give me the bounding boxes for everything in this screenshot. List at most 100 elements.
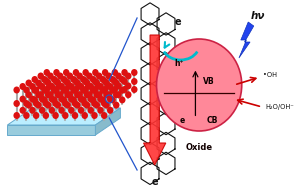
Circle shape [76, 73, 83, 80]
Circle shape [88, 96, 94, 103]
Polygon shape [7, 108, 120, 125]
Circle shape [35, 80, 42, 87]
Circle shape [101, 100, 107, 107]
Circle shape [61, 87, 67, 94]
Circle shape [49, 83, 55, 90]
Circle shape [115, 91, 122, 98]
Circle shape [37, 91, 44, 98]
Circle shape [131, 86, 137, 93]
Circle shape [102, 69, 108, 76]
Circle shape [33, 87, 39, 94]
Circle shape [67, 91, 73, 98]
Circle shape [125, 82, 132, 89]
Circle shape [100, 87, 106, 94]
Circle shape [102, 86, 108, 93]
Circle shape [115, 73, 122, 80]
Circle shape [44, 78, 50, 85]
Circle shape [14, 87, 20, 94]
Circle shape [103, 91, 110, 98]
Circle shape [78, 96, 84, 103]
Circle shape [80, 87, 87, 94]
Circle shape [41, 76, 48, 83]
Circle shape [92, 69, 99, 76]
Polygon shape [144, 35, 166, 165]
Text: e: e [180, 116, 185, 125]
Circle shape [107, 96, 114, 103]
Circle shape [61, 76, 67, 83]
Circle shape [121, 69, 128, 76]
Circle shape [64, 102, 71, 109]
Text: CB: CB [206, 116, 218, 125]
Circle shape [32, 96, 38, 103]
Circle shape [92, 78, 99, 85]
Circle shape [29, 107, 36, 114]
Circle shape [23, 87, 30, 94]
Circle shape [55, 80, 61, 87]
Circle shape [97, 83, 104, 90]
Text: e: e [175, 17, 181, 27]
Circle shape [73, 78, 79, 85]
Circle shape [33, 100, 39, 107]
Circle shape [101, 112, 107, 119]
Circle shape [14, 112, 20, 119]
Circle shape [86, 91, 93, 98]
Circle shape [51, 76, 58, 83]
Circle shape [96, 91, 102, 98]
Circle shape [103, 102, 110, 109]
Circle shape [113, 80, 119, 87]
Circle shape [41, 87, 48, 94]
Circle shape [86, 73, 93, 80]
Circle shape [78, 107, 84, 114]
Circle shape [119, 87, 125, 94]
Circle shape [68, 107, 75, 114]
Circle shape [97, 96, 104, 103]
Circle shape [58, 107, 65, 114]
Circle shape [35, 91, 42, 98]
Circle shape [63, 69, 69, 76]
Circle shape [78, 83, 84, 90]
Circle shape [35, 102, 42, 109]
Circle shape [84, 91, 90, 98]
Circle shape [72, 112, 78, 119]
Circle shape [25, 91, 32, 98]
Circle shape [100, 76, 106, 83]
Circle shape [92, 86, 99, 93]
Circle shape [51, 96, 58, 103]
Circle shape [125, 91, 132, 98]
Circle shape [94, 91, 100, 98]
Circle shape [23, 100, 30, 107]
Circle shape [49, 107, 55, 114]
Circle shape [80, 76, 87, 83]
Circle shape [112, 86, 118, 93]
Circle shape [57, 91, 63, 98]
Circle shape [29, 83, 36, 90]
Circle shape [88, 107, 94, 114]
Circle shape [106, 73, 112, 80]
Circle shape [64, 80, 71, 87]
Circle shape [58, 96, 65, 103]
Circle shape [102, 78, 108, 85]
Text: e: e [151, 177, 158, 187]
Circle shape [58, 83, 65, 90]
Circle shape [39, 96, 45, 103]
Circle shape [57, 73, 63, 80]
Circle shape [106, 91, 112, 98]
Circle shape [63, 78, 69, 85]
Circle shape [131, 78, 137, 85]
Circle shape [96, 82, 102, 89]
Circle shape [57, 82, 63, 89]
Circle shape [91, 87, 98, 94]
Circle shape [55, 102, 61, 109]
Circle shape [76, 91, 83, 98]
Circle shape [45, 80, 51, 87]
Circle shape [55, 91, 61, 98]
Circle shape [25, 80, 32, 87]
Circle shape [119, 96, 125, 103]
Circle shape [71, 96, 77, 103]
Circle shape [61, 96, 67, 103]
Circle shape [121, 86, 128, 93]
Circle shape [84, 102, 90, 109]
Circle shape [41, 96, 48, 103]
Circle shape [53, 69, 60, 76]
Circle shape [67, 82, 73, 89]
